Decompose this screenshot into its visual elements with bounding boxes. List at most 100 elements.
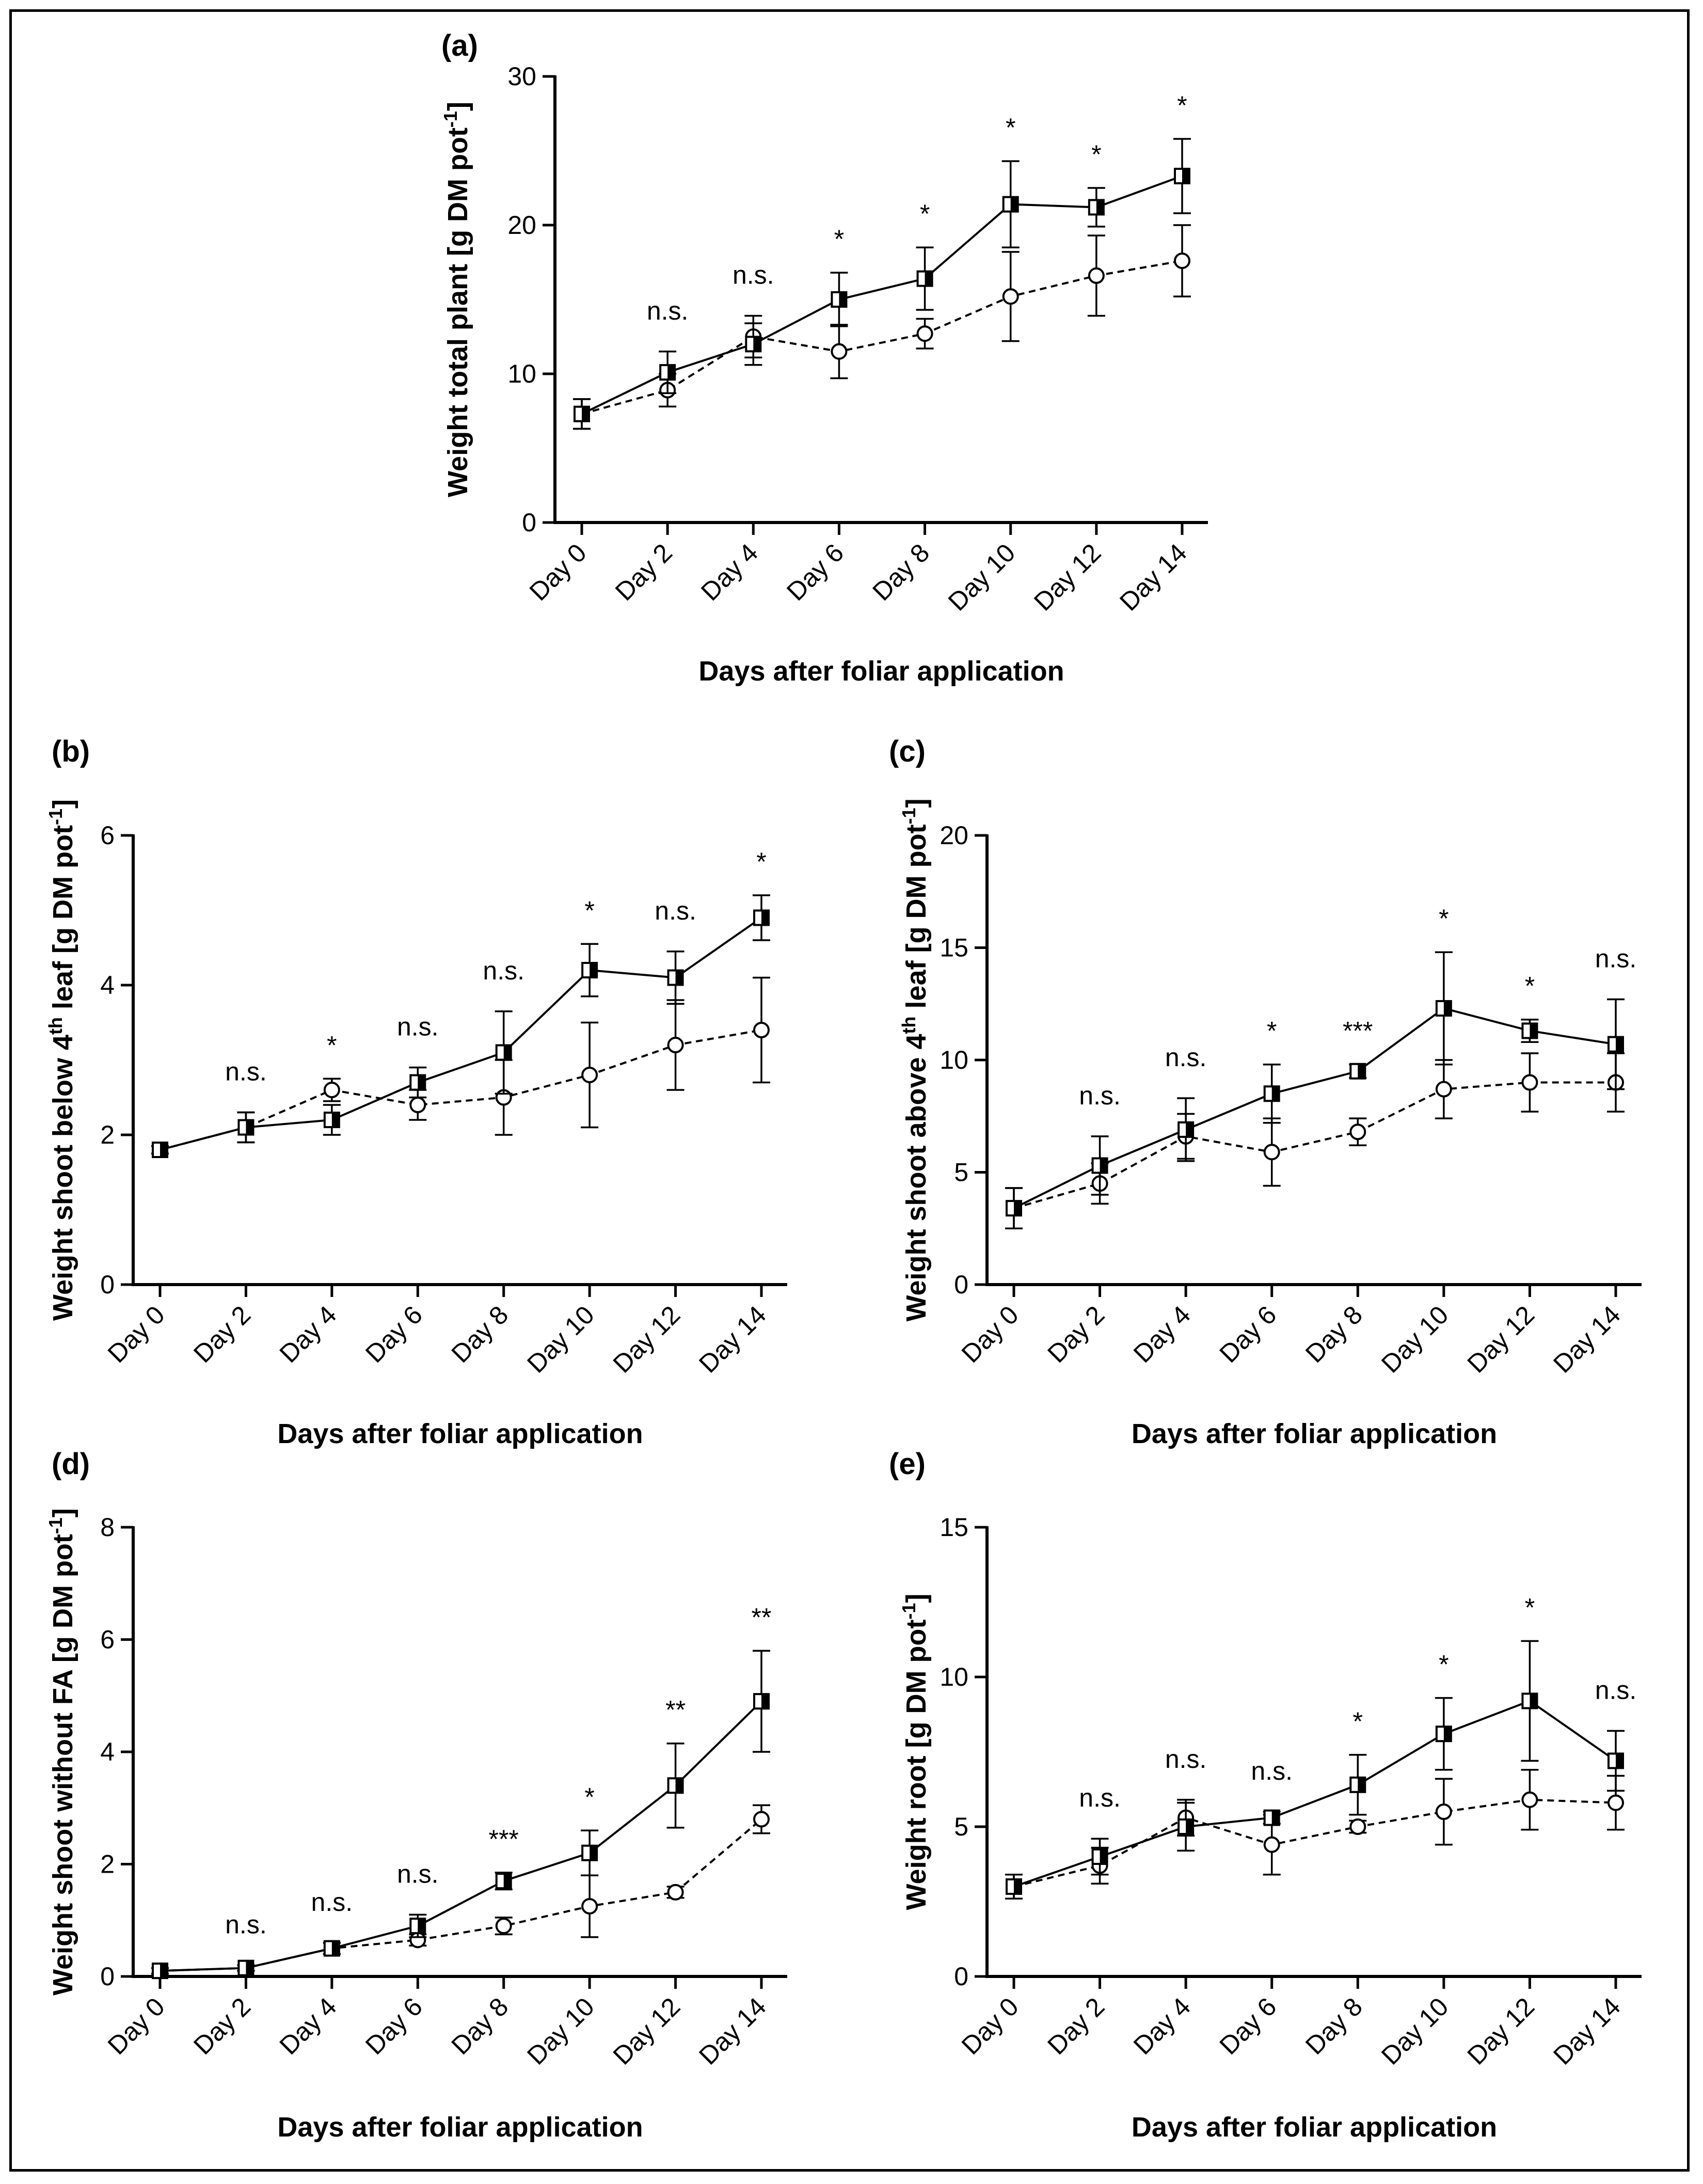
data-point-square-fill <box>418 1075 425 1090</box>
panel-label: (e) <box>889 1447 926 1481</box>
x-tick-label: Day 10 <box>1376 1300 1454 1379</box>
y-tick-label: 20 <box>507 211 536 240</box>
x-tick-label: Day 6 <box>1214 1992 1282 2060</box>
significance-label: * <box>327 1031 337 1059</box>
x-tick-label: Day 0 <box>102 1300 170 1368</box>
x-tick-label: Day 6 <box>360 1992 428 2060</box>
x-tick-label: Day 8 <box>446 1300 514 1368</box>
series-line-treated <box>581 175 1183 415</box>
series-treated <box>151 1650 770 1980</box>
x-tick-label: Day 2 <box>188 1992 256 2060</box>
y-tick-label: 2 <box>100 1850 115 1879</box>
data-point-square-fill <box>1358 1777 1365 1792</box>
data-point-circle <box>1088 267 1105 284</box>
x-tick-label: Day 4 <box>1128 1300 1196 1368</box>
y-axis-title: Weight shoot below 4th leaf [g DM pot-1] <box>45 799 78 1321</box>
x-tick-label: Day 14 <box>1548 1992 1626 2070</box>
data-point-square-fill <box>675 970 683 985</box>
significance-label: * <box>1525 972 1535 1001</box>
data-point-square-fill <box>675 1778 683 1793</box>
data-point-circle <box>831 343 848 360</box>
series-line-control <box>1013 1798 1616 1888</box>
x-tick-label: Day 0 <box>524 538 592 606</box>
y-axis-title: Weight root [g DM pot-1] <box>898 1594 932 1910</box>
data-point-square-fill <box>246 1960 253 1975</box>
series-line-treated <box>160 916 762 1151</box>
data-point-square-fill <box>1186 1819 1193 1834</box>
data-point-square-fill <box>1010 197 1018 212</box>
x-tick-label: Day 10 <box>521 1300 600 1379</box>
significance-label: * <box>1353 1707 1363 1736</box>
data-point-circle <box>667 1037 684 1053</box>
data-point-circle <box>916 325 933 342</box>
x-tick-label: Day 2 <box>188 1300 256 1368</box>
data-point-circle <box>581 1898 598 1915</box>
x-tick-label: Day 14 <box>693 1300 772 1379</box>
series-control <box>1005 1052 1625 1229</box>
x-tick-label: Day 4 <box>274 1992 342 2060</box>
data-point-square-fill <box>331 1113 339 1127</box>
x-tick-label: Day 14 <box>1548 1300 1626 1379</box>
data-point-square-fill <box>839 292 847 307</box>
significance-label: * <box>756 847 766 876</box>
x-tick-label: Day 6 <box>1214 1300 1282 1368</box>
significance-label: n.s. <box>733 261 774 290</box>
x-tick-label: Day 2 <box>1042 1300 1110 1368</box>
data-point-circle <box>495 1918 512 1935</box>
significance-label: n.s. <box>1251 1756 1293 1785</box>
series-line-treated <box>1013 1007 1616 1209</box>
data-point-square-fill <box>590 963 597 977</box>
data-point-square-fill <box>503 1874 511 1889</box>
x-tick-label: Day 12 <box>1462 1992 1540 2070</box>
y-tick-label: 0 <box>954 1962 968 1991</box>
x-tick-label: Day 10 <box>943 538 1021 616</box>
significance-label: ** <box>752 1603 772 1632</box>
significance-label: * <box>920 199 930 228</box>
panel-label: (c) <box>889 735 926 768</box>
data-point-square-fill <box>246 1120 253 1135</box>
series-line-treated <box>1013 1700 1617 1888</box>
data-point-square-fill <box>418 1919 425 1934</box>
series-line-control <box>1013 1081 1616 1210</box>
x-axis-title: Days after foliar application <box>277 1418 643 1449</box>
x-tick-label: Day 8 <box>446 1992 514 2060</box>
x-tick-label: Day 4 <box>274 1300 342 1368</box>
x-axis-title: Days after foliar application <box>1132 1418 1497 1449</box>
data-point-square-fill <box>160 1964 167 1979</box>
data-point-square-fill <box>1014 1201 1021 1216</box>
x-tick-label: Day 0 <box>102 1992 170 2060</box>
series-line-control <box>581 260 1183 415</box>
significance-label: n.s. <box>647 296 689 325</box>
data-point-square-fill <box>1100 1158 1107 1173</box>
data-point-circle <box>753 1811 770 1828</box>
data-point-circle <box>1002 288 1019 305</box>
x-tick-label: Day 0 <box>956 1300 1024 1368</box>
series-line-treated <box>160 1700 762 1972</box>
data-point-circle <box>581 1067 598 1083</box>
x-tick-label: Day 10 <box>1376 1992 1454 2070</box>
x-tick-label: Day 0 <box>956 1992 1024 2060</box>
series-treated <box>151 894 770 1158</box>
data-point-square-fill <box>1186 1122 1193 1137</box>
y-axis-title: Weight shoot without FA [g DM pot-1] <box>45 1508 78 1996</box>
significance-label: n.s. <box>225 1910 267 1939</box>
data-point-square-fill <box>1616 1037 1623 1052</box>
data-point-circle <box>1349 1123 1366 1141</box>
data-point-square-fill <box>1443 1001 1451 1016</box>
significance-label: *** <box>1343 1017 1373 1046</box>
y-tick-label: 0 <box>522 508 536 537</box>
x-tick-label: Day 12 <box>608 1992 686 2070</box>
data-point-square-fill <box>1616 1753 1623 1768</box>
x-tick-label: Day 10 <box>521 1992 600 2070</box>
data-point-square-fill <box>1530 1023 1537 1038</box>
significance-label: * <box>1267 1017 1277 1046</box>
data-point-square-fill <box>160 1143 167 1157</box>
x-tick-label: Day 8 <box>1300 1992 1368 2060</box>
data-point-square-fill <box>331 1941 339 1956</box>
data-point-circle <box>1435 1803 1452 1820</box>
data-point-square-fill <box>1096 200 1104 215</box>
panel-label: (b) <box>52 735 90 768</box>
y-tick-label: 0 <box>954 1270 968 1299</box>
